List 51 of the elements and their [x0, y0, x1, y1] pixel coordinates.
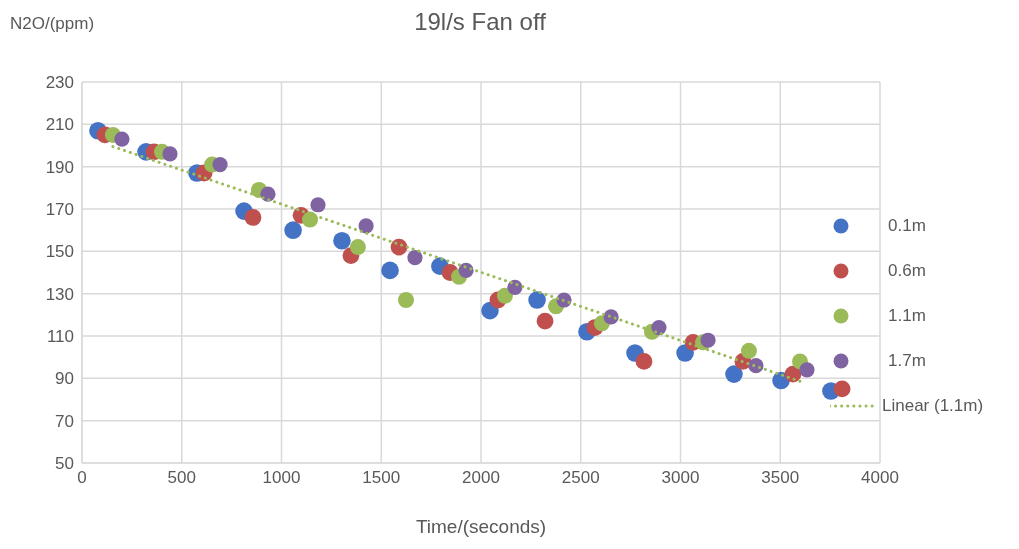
- y-tick-label: 110: [46, 327, 74, 347]
- x-tick-label: 2500: [561, 468, 600, 488]
- y-tick-label: 150: [45, 242, 74, 262]
- x-tick-label: 4000: [861, 468, 899, 488]
- point: [302, 211, 319, 228]
- x-tick-label: 1000: [262, 468, 301, 488]
- legend-label: 0.1m: [888, 216, 926, 236]
- x-tick-label: 0: [77, 468, 87, 488]
- point: [162, 146, 178, 162]
- chart-title: 19l/s Fan off: [414, 8, 546, 35]
- point: [381, 261, 399, 280]
- point: [799, 362, 815, 378]
- y-tick-label: 130: [45, 284, 74, 304]
- point: [284, 221, 302, 239]
- point: [390, 238, 408, 256]
- y-axis-title: N2O/(ppm): [10, 14, 95, 34]
- point: [740, 342, 757, 359]
- x-tick-label: 3500: [761, 468, 800, 488]
- point: [700, 332, 716, 348]
- y-tick-label: 190: [45, 157, 74, 177]
- point: [397, 292, 414, 309]
- point: [496, 287, 513, 304]
- y-tick-label: 230: [45, 73, 74, 93]
- point: [536, 312, 554, 330]
- x-tick-label: 500: [167, 468, 196, 488]
- x-tick-label: 2000: [462, 468, 500, 488]
- point: [349, 239, 366, 256]
- point: [244, 209, 262, 226]
- legend-label: Linear (1.1m): [882, 396, 984, 416]
- y-tick-label: 210: [45, 115, 74, 135]
- point: [651, 319, 667, 336]
- legend-label: 0.6m: [888, 261, 926, 281]
- x-tick-label: 3000: [661, 468, 700, 488]
- point: [725, 365, 743, 383]
- point: [528, 291, 546, 309]
- point: [212, 156, 228, 173]
- legend-label: 1.1m: [888, 306, 926, 326]
- y-tick-label: 90: [55, 369, 74, 389]
- point: [333, 231, 351, 250]
- x-axis-title: Time/(seconds): [414, 516, 548, 538]
- y-tick-label: 170: [45, 200, 74, 220]
- point: [310, 197, 326, 213]
- point: [635, 353, 653, 370]
- y-tick-label: 50: [55, 454, 74, 474]
- legend-label: 1.7m: [888, 351, 926, 371]
- x-tick-label: 1500: [362, 468, 401, 488]
- y-tick-label: 70: [55, 411, 74, 431]
- point: [833, 380, 851, 398]
- point: [358, 218, 374, 234]
- point: [407, 250, 423, 266]
- point: [114, 131, 130, 147]
